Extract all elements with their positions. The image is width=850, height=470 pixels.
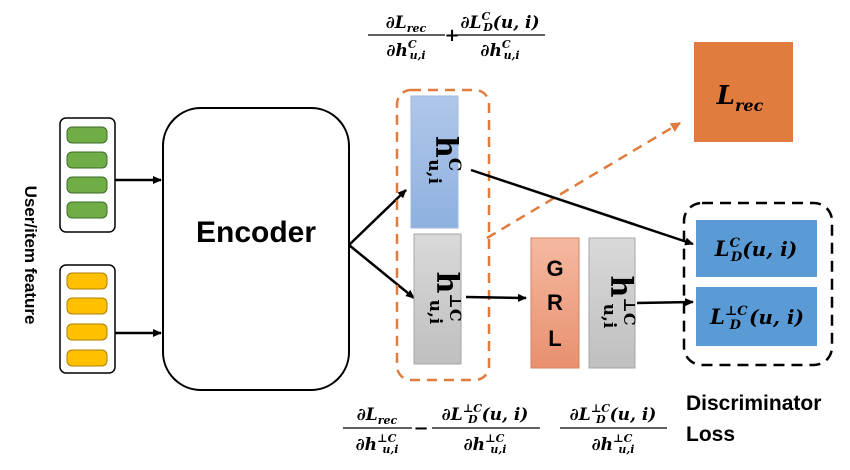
lrec-label: Lrec (716, 81, 764, 115)
arrow-encoder-to-hperp (348, 244, 415, 299)
feature-cell (66, 272, 108, 290)
grl-letter-l: L (548, 326, 561, 351)
discriminator-c-label: LC D(u, i) (714, 236, 797, 265)
grad-br-den1: ∂h⊥C u,i (592, 432, 635, 456)
h-perp-label: h⊥Cu,i (425, 272, 465, 325)
grad-br-num1: ∂L⊥C D (u, i) (570, 402, 657, 426)
grl-block (530, 237, 580, 369)
feature-cell (66, 176, 108, 194)
grad-bl-den2: ∂h⊥C u,i (464, 432, 507, 456)
grad-top-num2: ∂LC D(u, i) (460, 10, 539, 34)
grad-top-den1: ∂hC u,i (386, 38, 425, 62)
grad-bl-op: − (413, 418, 428, 439)
feature-cell (66, 349, 108, 367)
gradient-formula-top: ∂Lrec ∂hC u,i + ∂LC D(u, i) ∂hC u,i (368, 10, 545, 62)
gradient-formula-bottom-right: ∂L⊥C D (u, i) ∂h⊥C u,i (560, 402, 667, 456)
user-feature-block (59, 117, 116, 233)
arrow-hperp-to-grl (465, 293, 527, 302)
encoder-label: Encoder (196, 216, 316, 249)
h-c-label: hCu,i (424, 136, 464, 185)
feature-cell (66, 323, 108, 341)
grl-letter-r: R (547, 290, 563, 315)
item-feature-block (59, 264, 116, 374)
grad-top-op: + (444, 25, 459, 46)
grad-bl-den1: ∂h⊥C u,i (356, 432, 399, 456)
grad-top-den2: ∂hC u,i (480, 38, 519, 62)
grad-bl-num1: ∂Lrec (357, 405, 398, 427)
gradient-formula-bottom-left: ∂Lrec ∂h⊥C u,i − ∂L⊥C D (u, i) ∂h⊥C u,i (343, 402, 540, 456)
encoder-box (162, 107, 350, 391)
lrec-box (694, 42, 793, 142)
grad-top-num1: ∂Lrec (386, 13, 427, 35)
h-perp-reversed-block (588, 237, 636, 369)
discriminator-c-box (696, 220, 817, 277)
user-item-feature-label: User/item feature (21, 186, 40, 325)
discriminator-dashed-box (682, 201, 834, 367)
feature-cell (66, 297, 108, 315)
arrow-encoder-to-hc (348, 189, 407, 246)
arrow-hc-to-discriminator (470, 168, 694, 246)
feature-cell (66, 201, 108, 219)
discriminator-loss-caption-line2: Loss (686, 423, 735, 446)
grl-letter-g: G (546, 256, 563, 281)
h-perp-reversed-label: h⊥Cu,i (599, 276, 639, 329)
h-perp-block (413, 233, 462, 365)
representation-dashed-box (395, 88, 491, 382)
arrow-to-lrec (486, 121, 681, 240)
discriminator-perp-label: L⊥C D (u, i) (709, 304, 804, 333)
feature-cell (66, 151, 108, 169)
discriminator-loss-caption-line1: Discriminator (686, 392, 821, 415)
grad-bl-num2: ∂L⊥C D (u, i) (442, 402, 529, 426)
arrow-hperp-to-discriminator (636, 298, 694, 307)
feature-cell (66, 126, 108, 144)
discriminator-perp-box (696, 287, 817, 346)
h-c-block (410, 95, 459, 229)
